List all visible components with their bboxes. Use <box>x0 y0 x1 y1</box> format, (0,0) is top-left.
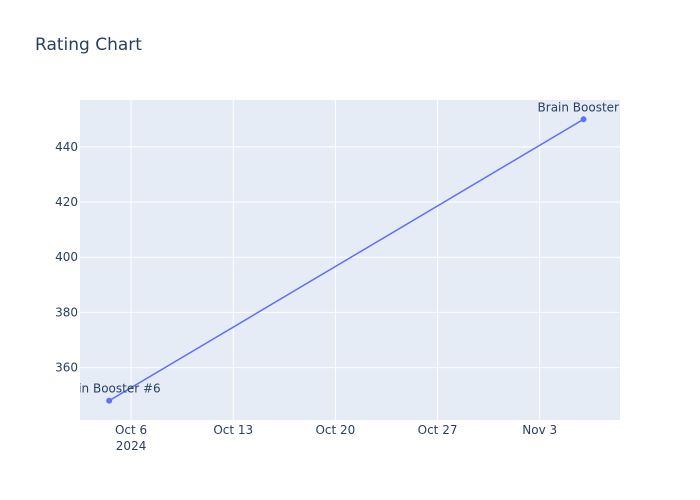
x-tick-label: Oct 13 <box>213 423 253 437</box>
y-tick-label: 440 <box>55 140 78 154</box>
annotations: Brain Booster #6 Brain Booster <box>58 100 620 396</box>
y-tick-label: 380 <box>55 305 78 319</box>
x-tick-label: Nov 3 <box>522 423 557 437</box>
y-tick-label: 360 <box>55 361 78 375</box>
x-tick-label: Oct 20 <box>315 423 355 437</box>
data-point <box>580 116 587 123</box>
axis-ticks: Oct 6 2024 Oct 13 Oct 20 Oct 27 Nov 3 360 380 40… <box>55 140 557 453</box>
data-point <box>106 397 113 404</box>
plot-area <box>80 100 620 420</box>
data-label: Brain Booster <box>538 100 620 114</box>
y-tick-label: 400 <box>55 250 78 264</box>
x-tick-year-label: 2024 <box>116 439 147 453</box>
data-label: Brain Booster #6 <box>58 382 161 396</box>
x-tick-label: Oct 27 <box>418 423 458 437</box>
y-tick-label: 420 <box>55 195 78 209</box>
series-layer <box>106 116 587 404</box>
series-line <box>108 118 584 402</box>
grid-lines <box>80 100 620 420</box>
chart-title: Rating Chart <box>35 35 142 55</box>
x-tick-label: Oct 6 <box>115 423 147 437</box>
